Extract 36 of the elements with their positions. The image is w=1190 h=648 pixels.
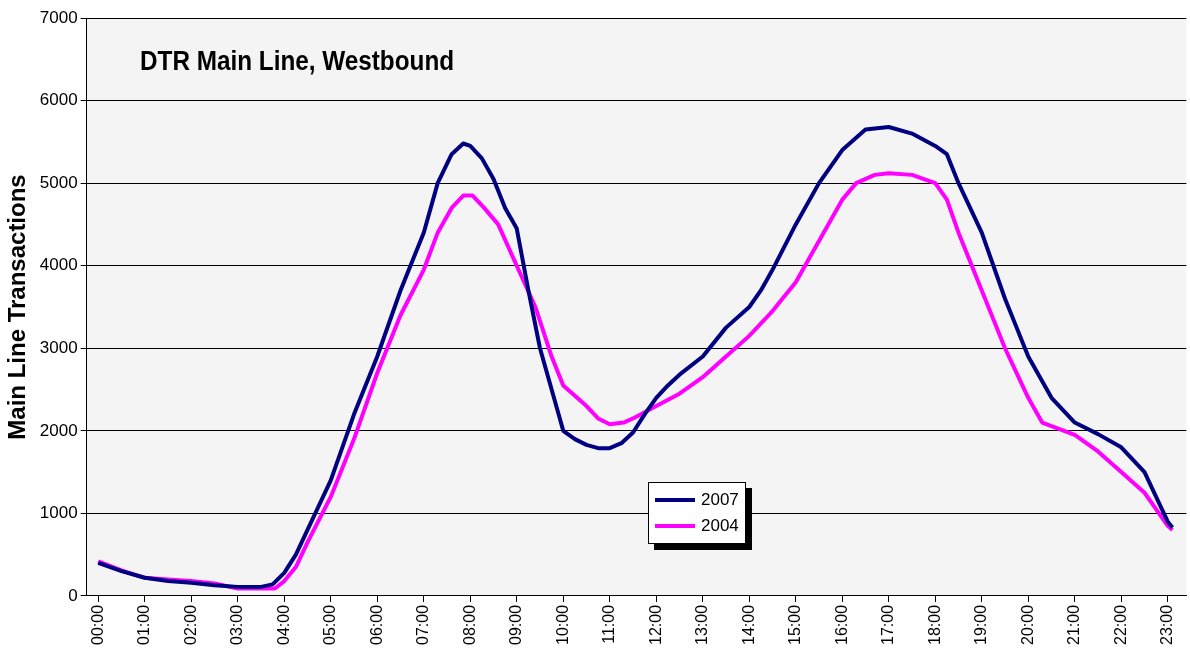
- x-tick-label: 16:00: [832, 604, 850, 646]
- x-tick-label: 09:00: [507, 604, 525, 646]
- x-tick-label: 06:00: [367, 604, 385, 646]
- y-tick-label: 5000: [39, 172, 78, 192]
- x-tick-label: 13:00: [693, 604, 711, 646]
- x-tick-label: 14:00: [739, 604, 757, 646]
- y-axis-title: Main Line Transactions: [3, 174, 31, 440]
- x-tick-label: 15:00: [786, 604, 804, 646]
- x-tick-label: 23:00: [1158, 604, 1176, 646]
- x-tick-label: 01:00: [135, 604, 153, 646]
- x-tick-label: 21:00: [1065, 604, 1083, 646]
- x-tick-label: 22:00: [1111, 604, 1129, 646]
- x-tick-label: 17:00: [879, 604, 897, 646]
- legend-label: 2004: [701, 516, 739, 536]
- y-tick-label: 2000: [39, 420, 78, 440]
- x-tick-label: 05:00: [321, 604, 339, 646]
- x-tick-label: 03:00: [228, 604, 246, 646]
- x-tick-label: 02:00: [181, 604, 199, 646]
- y-tick-label: 4000: [39, 255, 78, 275]
- x-tick-label: 11:00: [600, 604, 618, 644]
- y-tick-label: 6000: [39, 90, 78, 110]
- x-tick-label: 12:00: [646, 604, 664, 646]
- y-tick-label: 7000: [39, 7, 78, 27]
- x-tick-label: 00:00: [88, 604, 106, 646]
- x-tick-label: 10:00: [553, 604, 571, 646]
- x-tick-label: 20:00: [1018, 604, 1036, 646]
- y-tick-label: 3000: [39, 337, 78, 357]
- text: DTR Main Line, Westbound: [140, 46, 455, 77]
- x-tick-label: 04:00: [274, 604, 292, 646]
- x-tick-label: 18:00: [925, 604, 943, 646]
- y-tick-label: 0: [68, 585, 78, 605]
- x-tick-label: 19:00: [972, 604, 990, 646]
- x-tick-label: 07:00: [414, 604, 432, 646]
- x-tick-label: 08:00: [460, 604, 478, 646]
- y-tick-label: 1000: [39, 503, 78, 523]
- legend-label: 2007: [701, 490, 739, 510]
